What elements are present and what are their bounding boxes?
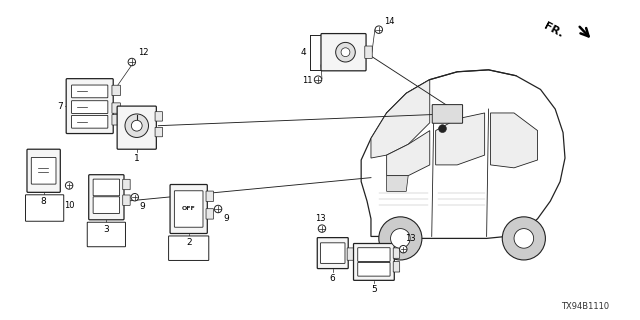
FancyBboxPatch shape [170,185,207,234]
Circle shape [214,205,222,213]
FancyBboxPatch shape [365,46,372,58]
FancyBboxPatch shape [321,34,366,71]
Text: FR.: FR. [542,21,565,40]
FancyBboxPatch shape [112,85,120,96]
Circle shape [131,194,138,201]
FancyBboxPatch shape [358,262,390,276]
Text: 7: 7 [58,102,63,111]
Text: 11: 11 [301,76,312,85]
Text: OFF: OFF [182,206,196,212]
FancyBboxPatch shape [353,244,394,280]
Polygon shape [490,113,538,168]
FancyBboxPatch shape [347,248,354,260]
FancyBboxPatch shape [112,115,120,125]
Circle shape [336,42,355,62]
FancyBboxPatch shape [317,238,348,268]
Polygon shape [387,131,430,176]
Polygon shape [361,70,565,238]
Text: 1: 1 [134,154,140,163]
Circle shape [399,245,407,253]
FancyBboxPatch shape [358,248,390,261]
Text: 12: 12 [138,48,148,57]
FancyBboxPatch shape [93,197,120,213]
Circle shape [314,76,322,84]
FancyBboxPatch shape [117,106,156,149]
Polygon shape [371,80,430,158]
FancyBboxPatch shape [155,112,163,121]
Text: 5: 5 [371,285,377,294]
FancyBboxPatch shape [72,101,108,114]
Text: 13: 13 [315,214,325,223]
FancyBboxPatch shape [112,103,120,113]
Circle shape [379,217,422,260]
Circle shape [131,120,142,131]
FancyBboxPatch shape [206,209,214,219]
Circle shape [390,228,410,248]
FancyBboxPatch shape [155,127,163,137]
FancyBboxPatch shape [206,191,214,202]
Text: 3: 3 [104,225,109,234]
Circle shape [65,182,73,189]
FancyBboxPatch shape [393,248,399,258]
Text: 9: 9 [140,202,145,211]
FancyBboxPatch shape [72,85,108,98]
Circle shape [375,26,383,33]
FancyBboxPatch shape [321,243,345,263]
FancyBboxPatch shape [66,79,113,133]
FancyBboxPatch shape [31,157,56,184]
Text: 6: 6 [330,274,335,283]
FancyBboxPatch shape [123,195,130,205]
Text: 4: 4 [301,48,307,57]
Circle shape [125,114,148,138]
FancyBboxPatch shape [168,236,209,260]
Circle shape [502,217,545,260]
FancyBboxPatch shape [27,149,60,192]
Text: 8: 8 [41,197,47,206]
Text: 14: 14 [384,17,394,26]
Circle shape [341,48,350,57]
FancyBboxPatch shape [123,179,130,190]
FancyBboxPatch shape [87,222,125,247]
Polygon shape [436,113,484,165]
FancyBboxPatch shape [393,262,399,272]
FancyBboxPatch shape [93,179,120,196]
Text: 13: 13 [405,234,416,243]
Circle shape [318,225,326,232]
FancyBboxPatch shape [26,195,64,221]
FancyBboxPatch shape [174,191,203,227]
Circle shape [438,125,447,132]
Text: 10: 10 [64,201,75,210]
Circle shape [514,228,534,248]
FancyBboxPatch shape [72,116,108,128]
Text: TX94B1110: TX94B1110 [561,302,609,311]
FancyBboxPatch shape [89,175,124,220]
Circle shape [128,58,136,66]
FancyBboxPatch shape [432,105,463,123]
Text: 9: 9 [223,214,228,223]
Text: 2: 2 [186,238,191,247]
Polygon shape [387,176,408,191]
